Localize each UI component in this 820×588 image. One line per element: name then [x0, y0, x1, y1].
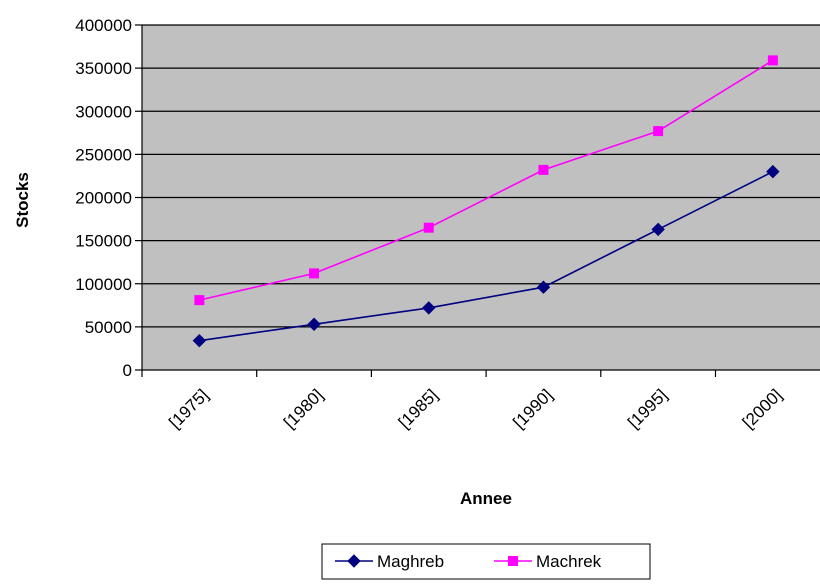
y-tick-label: 250000 [75, 145, 132, 164]
data-point-machrek [423, 222, 434, 233]
data-point-maghreb [651, 222, 665, 237]
y-tick-label: 0 [123, 361, 132, 380]
x-ticks: [1975] [1980] [1985] [1990] [1995] [2000] [141, 370, 786, 432]
data-point-maghreb [307, 317, 321, 331]
x-tick-label: [1985] [395, 385, 442, 432]
series-maghreb [192, 164, 780, 348]
data-point-machrek [653, 126, 664, 137]
legend-box [321, 543, 651, 580]
data-point-machrek [309, 268, 320, 279]
data-point-maghreb [422, 301, 436, 315]
y-axis-title: Stocks [13, 172, 32, 228]
legend-swatch-marker [508, 556, 518, 566]
series-line-maghreb [199, 170, 774, 342]
y-tick-label: 400000 [75, 16, 132, 35]
legend-label: Maghreb [377, 552, 444, 571]
x-tick-label: [1980] [280, 385, 327, 432]
legend-swatch-marker [347, 554, 361, 568]
y-ticks: 0 50000 100000 150000 200000 250000 300000 3500… [75, 16, 142, 380]
y-tick-label: 150000 [75, 232, 132, 251]
x-tick-label: [2000] [739, 385, 786, 432]
legend: Maghreb Machrek [321, 543, 651, 580]
x-tick-label: [1990] [509, 385, 556, 432]
x-axis-title: Annee [460, 489, 512, 508]
legend-item-machrek: Machrek [494, 552, 602, 571]
y-tick-label: 200000 [75, 189, 132, 208]
series-line-machrek [199, 59, 774, 301]
data-point-machrek [767, 55, 778, 66]
y-tick-label: 350000 [75, 59, 132, 78]
data-point-machrek [194, 295, 205, 306]
data-point-maghreb [536, 280, 551, 294]
y-tick-label: 50000 [85, 318, 132, 337]
x-tick-label: [1975] [165, 385, 212, 432]
legend-item-maghreb: Maghreb [335, 552, 444, 571]
data-point-machrek [538, 164, 549, 175]
series-machrek [194, 55, 778, 306]
y-tick-label: 300000 [75, 102, 132, 121]
series-group [192, 55, 780, 348]
grid-lines [142, 24, 820, 328]
legend-label: Machrek [536, 552, 602, 571]
data-point-maghreb [192, 333, 207, 348]
x-tick-label: [1995] [624, 385, 671, 432]
y-tick-label: 100000 [75, 275, 132, 294]
data-point-maghreb [766, 164, 780, 179]
